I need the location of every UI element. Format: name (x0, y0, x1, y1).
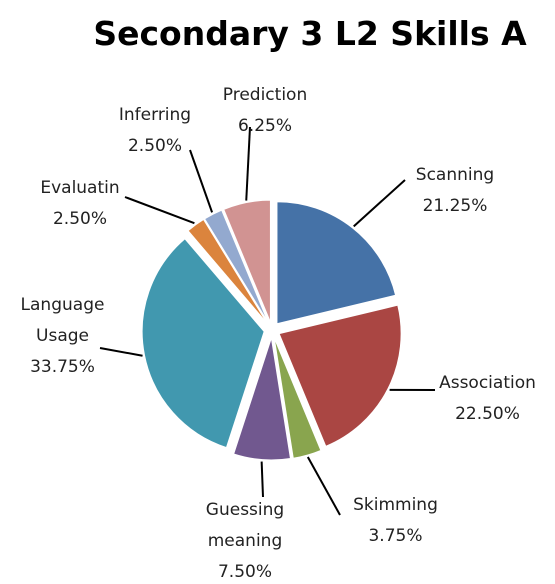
chart-title: Secondary 3 L2 Skills A (93, 14, 527, 53)
category-label: Scanning (415, 165, 495, 185)
value-label: 2.50% (127, 136, 182, 156)
category-label: Language Usage (20, 295, 105, 346)
leader-line (260, 461, 264, 498)
value-label: 2.50% (52, 209, 107, 229)
pie-slice (276, 201, 397, 325)
pie-slice (203, 209, 269, 324)
pie-slice (278, 304, 402, 447)
data-label: Inferring 2.50% (105, 100, 205, 162)
data-label: Guessing meaning 7.50% (185, 495, 305, 584)
data-label: Association 22.50% (430, 368, 545, 430)
leader-line (353, 179, 406, 228)
leader-line (124, 196, 195, 225)
data-label: Language Usage 33.75% (0, 290, 125, 383)
value-label: 22.50% (455, 404, 520, 424)
value-label: 21.25% (422, 196, 488, 216)
data-label: Skimming 3.75% (338, 490, 453, 552)
pie-slice (233, 337, 292, 461)
category-label: Skimming (353, 495, 438, 515)
pie-slice (141, 238, 265, 449)
data-label: Scanning 21.25% (400, 160, 510, 222)
category-label: Association (439, 373, 536, 393)
data-label: Evaluatin 2.50% (20, 173, 140, 235)
category-label: Prediction (222, 85, 308, 105)
pie-slice (223, 199, 271, 323)
leader-line (245, 126, 251, 201)
leader-line (99, 347, 143, 357)
category-label: Inferring (118, 105, 192, 125)
category-label: Evaluatin (40, 178, 120, 198)
leader-line (189, 149, 214, 213)
leader-line (306, 456, 341, 516)
pie-slice (273, 337, 322, 459)
value-label: 6.25% (237, 116, 292, 136)
pie-slice (187, 218, 268, 324)
value-label: 3.75% (368, 526, 423, 546)
value-label: 7.50% (217, 562, 272, 582)
value-label: 33.75% (30, 357, 95, 377)
data-label: Prediction 6.25% (205, 80, 325, 142)
category-label: Guessing meaning (205, 500, 285, 551)
